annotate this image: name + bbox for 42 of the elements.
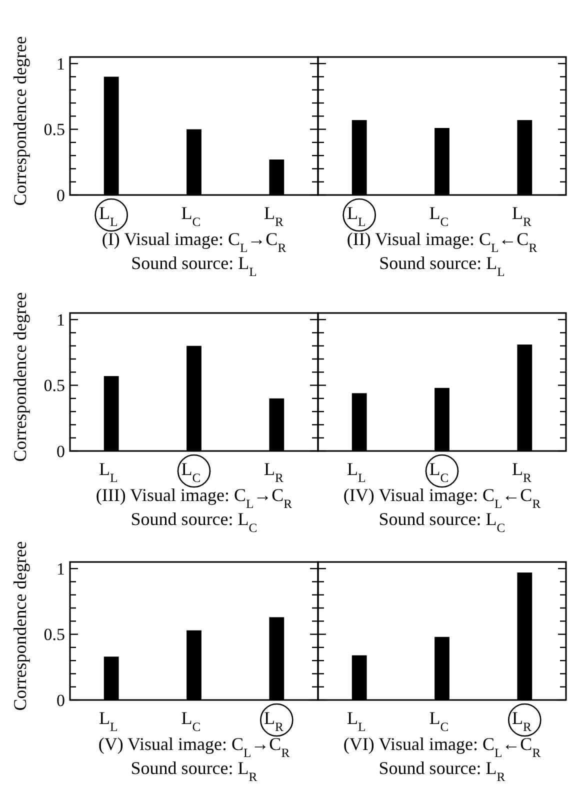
text: (II) Visual image: C$_{L}$←C$_{R}$ (346, 229, 538, 255)
x-tick-label: L$_{C}$ (429, 708, 449, 734)
x-tick-label: L$_{R}$ (512, 459, 532, 485)
x-tick-label: L$_{R}$ (512, 203, 532, 229)
y-tick-label: 0.5 (44, 120, 65, 140)
y-axis-title: Correspondence degree (10, 36, 30, 206)
y-tick-label: 1 (56, 560, 65, 579)
text: Sound source: L$_{L}$ (131, 253, 257, 279)
x-tick-label: L$_{C}$ (429, 203, 449, 229)
x-tick-label: L$_{R}$ (512, 708, 532, 734)
text: Sound source: L$_{L}$ (379, 253, 505, 279)
y-tick-label: 0 (56, 442, 65, 461)
x-tick-label: L$_{L}$ (98, 203, 118, 229)
x-tick-label: L$_{C}$ (181, 708, 201, 734)
x-tick-label: L$_{L}$ (346, 459, 366, 485)
x-tick-label: L$_{L}$ (346, 708, 366, 734)
y-tick-label: 0.5 (44, 625, 65, 644)
x-tick-label: L$_{C}$ (181, 203, 201, 229)
x-tick-label: L$_{R}$ (264, 203, 284, 229)
x-tick-label: L$_{C}$ (429, 459, 449, 485)
y-axis-title: Correspondence degree (10, 541, 30, 711)
text: Sound source: L$_{C}$ (130, 509, 258, 535)
text: Sound source: L$_{R}$ (378, 758, 506, 784)
text: (V) Visual image: C$_{L}$→C$_{R}$ (98, 734, 290, 760)
text: Sound source: L$_{C}$ (378, 509, 506, 535)
y-tick-label: 0.5 (44, 376, 65, 396)
y-tick-label: 0 (56, 690, 65, 710)
x-tick-label: L$_{C}$ (181, 459, 201, 485)
y-axis-title: Correspondence degree (10, 292, 30, 462)
text: Sound source: L$_{R}$ (130, 758, 258, 784)
y-tick-label: 0 (56, 186, 65, 205)
x-tick-label: L$_{R}$ (264, 459, 284, 485)
text: (I) Visual image: C$_{L}$→C$_{R}$ (102, 229, 287, 255)
text: (IV) Visual image: C$_{L}$←C$_{R}$ (343, 485, 542, 511)
x-tick-label: L$_{R}$ (264, 708, 284, 734)
y-tick-label: 1 (56, 310, 65, 330)
text: (VI) Visual image: C$_{L}$←C$_{R}$ (343, 734, 542, 760)
x-tick-label: L$_{L}$ (98, 708, 118, 734)
x-tick-label: L$_{L}$ (346, 203, 366, 229)
x-tick-label: L$_{L}$ (98, 459, 118, 485)
y-tick-label: 1 (56, 54, 65, 74)
text: (III) Visual image: C$_{L}$→C$_{R}$ (96, 485, 293, 511)
